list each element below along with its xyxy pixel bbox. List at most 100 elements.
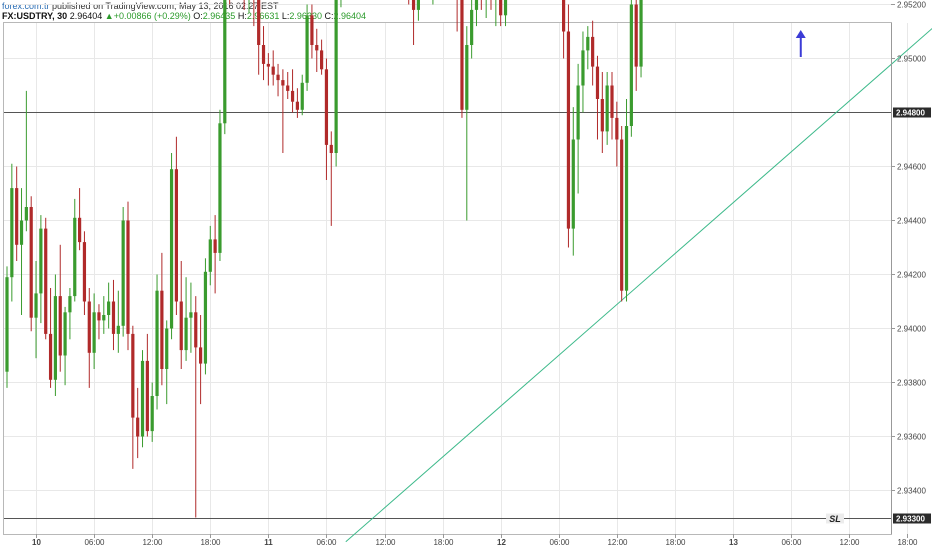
price-tick-label: 2.94200: [897, 271, 926, 280]
plot-frame: [3, 22, 892, 535]
time-tick-label: 06:00: [549, 538, 570, 547]
candle-body: [324, 69, 329, 145]
candle-body: [310, 15, 314, 46]
publish-info: forex.com.tr published on TradingView.co…: [2, 1, 279, 12]
symbol-label[interactable]: FX:USDTRY, 30: [2, 11, 68, 21]
candle-body: [63, 312, 67, 356]
candle: [485, 0, 487, 18]
horizontal-levels[interactable]: TPSL: [4, 0, 891, 524]
published-text: published on TradingView.com, May 13, 20…: [52, 1, 279, 11]
candle: [503, 0, 508, 27]
candle-body: [624, 126, 629, 291]
candle: [610, 72, 614, 140]
time-tick-label: 11: [264, 538, 273, 547]
candle: [281, 69, 285, 153]
candle-body: [48, 333, 53, 380]
candle-body: [639, 0, 643, 67]
time-tick-label: 06:00: [781, 538, 802, 547]
candle-body: [295, 101, 299, 110]
candle: [165, 320, 169, 405]
candle-body: [290, 90, 295, 102]
candle-body: [34, 293, 38, 318]
candle: [189, 282, 193, 353]
candle-body: [150, 396, 154, 432]
last-price: 2.96404: [69, 11, 103, 21]
candle: [102, 296, 106, 334]
candle: [595, 55, 600, 140]
candle-body: [174, 169, 178, 302]
candle-body: [145, 360, 149, 432]
candle: [208, 225, 212, 286]
candle: [624, 99, 629, 302]
candle-body: [223, 0, 227, 124]
candle-body: [218, 123, 222, 253]
candle: [107, 282, 111, 329]
candle-body: [315, 45, 319, 51]
candle: [499, 0, 503, 27]
time-tick-label: 06:00: [316, 538, 337, 547]
candle-body: [213, 239, 217, 253]
candle-body: [24, 207, 28, 221]
price-axis[interactable]: 2.976002.974002.972002.966002.964002.962…: [891, 0, 931, 534]
candle-body: [179, 301, 183, 351]
candle: [474, 0, 479, 27]
candle: [82, 231, 87, 315]
trendline[interactable]: [345, 0, 932, 543]
candle-body: [474, 0, 479, 10]
candle-body: [102, 315, 106, 321]
candle-body: [257, 0, 261, 46]
candle: [78, 188, 82, 251]
candle-body: [116, 325, 120, 334]
price-tick-label: 2.93400: [897, 487, 926, 496]
time-axis[interactable]: 10 06:00 12:00 18:00 11 06:00 12:00 18:00 12 06:0…: [32, 534, 918, 547]
candle-body: [629, 4, 633, 126]
candle-body: [15, 188, 19, 245]
candle: [615, 101, 619, 167]
time-tick-label: 18:00: [665, 538, 686, 547]
level-price-badge: [893, 107, 931, 118]
publisher-link[interactable]: forex.com.tr: [2, 1, 50, 11]
candle-body: [499, 0, 503, 16]
candle-body: [140, 360, 145, 437]
arrow-up-icon: [795, 30, 806, 57]
candle: [223, 0, 227, 135]
candle-body: [165, 328, 169, 369]
candles: [5, 0, 643, 518]
price-tick-label: 2.93600: [897, 433, 926, 442]
candle-body: [416, 0, 420, 10]
candle: [253, 0, 255, 27]
candle: [300, 74, 304, 116]
candle-body: [300, 82, 304, 110]
candle: [194, 296, 198, 518]
time-tick-label: 13: [729, 538, 738, 547]
candle-body: [320, 50, 324, 70]
candle-body: [503, 0, 508, 16]
candle: [257, 0, 261, 75]
time-tick-label: 18:00: [433, 538, 454, 547]
candle: [295, 88, 299, 118]
candle: [320, 39, 324, 75]
candle-body: [562, 0, 566, 32]
candle: [15, 166, 19, 261]
time-tick-label: 12:00: [142, 538, 163, 547]
candle: [203, 258, 208, 375]
candle: [470, 0, 474, 59]
candle-body: [305, 15, 309, 83]
candle-body: [10, 188, 14, 278]
time-tick-label: 12: [497, 538, 506, 547]
price-tick-label: 2.94600: [897, 163, 926, 172]
candle: [276, 63, 280, 97]
candle-body: [576, 85, 580, 140]
candle: [111, 279, 116, 351]
high-label: H:: [237, 11, 247, 21]
trendline-layer[interactable]: [345, 0, 932, 543]
candle: [140, 350, 145, 448]
candle: [174, 136, 178, 315]
candle-body: [271, 66, 275, 75]
candle: [29, 196, 33, 332]
candle-body: [605, 85, 609, 132]
candle-body: [39, 228, 43, 294]
arrow-up-head: [795, 30, 806, 38]
candle-body: [121, 220, 125, 326]
